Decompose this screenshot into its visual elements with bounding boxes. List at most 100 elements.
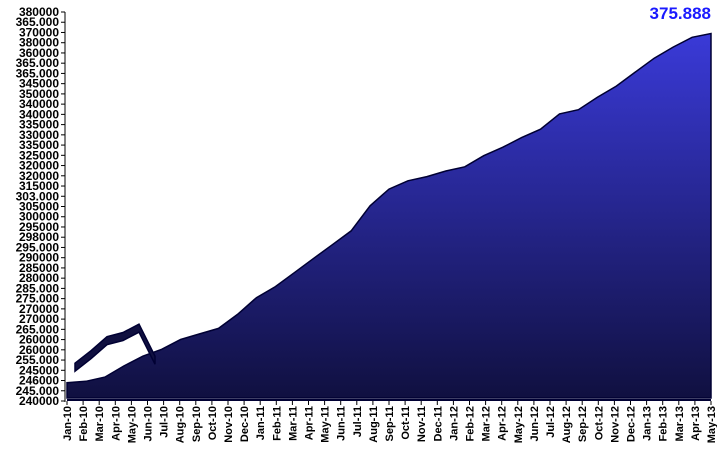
x-tick: Aug-10 bbox=[175, 401, 187, 443]
y-tick-label: 340000 bbox=[19, 107, 59, 121]
y-tick-label: 290000 bbox=[19, 251, 59, 265]
x-tick: Feb-13 bbox=[658, 401, 670, 441]
x-tick-label: May-12 bbox=[513, 406, 525, 443]
y-tick-label: 295.000 bbox=[16, 240, 60, 254]
y-tick: 285.000 bbox=[16, 281, 65, 295]
y-tick: 265.000 bbox=[16, 322, 65, 336]
x-tick: May-11 bbox=[320, 401, 332, 443]
x-tick-label: May-10 bbox=[126, 406, 138, 443]
x-tick-label: Aug-11 bbox=[368, 406, 380, 443]
y-tick-label: 330000 bbox=[19, 128, 59, 142]
y-tick-label: 270000 bbox=[19, 302, 59, 316]
y-tick: 330000 bbox=[19, 128, 65, 142]
x-tick-label: Jul-11 bbox=[352, 406, 364, 437]
x-tick: Aug-11 bbox=[368, 401, 380, 443]
x-tick-label: Apr-10 bbox=[110, 406, 122, 441]
y-tick-label: 350000 bbox=[19, 87, 59, 101]
x-tick-label: Oct-12 bbox=[593, 406, 605, 440]
x-tick-label: Jan-12 bbox=[448, 406, 460, 441]
y-tick-label: 298000 bbox=[19, 230, 59, 244]
y-tick: 340000 bbox=[19, 97, 65, 111]
area-series-main bbox=[66, 32, 712, 399]
y-tick-label: 380000 bbox=[19, 5, 59, 19]
x-tick-label: Jun-10 bbox=[143, 406, 155, 441]
y-tick-label: 265.000 bbox=[16, 322, 60, 336]
x-tick-label: Aug-12 bbox=[561, 406, 573, 443]
y-tick-label: 320000 bbox=[19, 159, 59, 173]
y-tick: 380000 bbox=[19, 36, 65, 50]
y-tick: 240000 bbox=[19, 394, 65, 408]
x-tick-label: Feb-13 bbox=[658, 406, 670, 441]
y-tick-label: 246000 bbox=[19, 374, 59, 388]
y-tick: 285000 bbox=[19, 261, 65, 275]
x-tick-label: Nov-12 bbox=[609, 406, 621, 443]
y-tick: 340000 bbox=[19, 107, 65, 121]
y-tick: 320000 bbox=[19, 159, 65, 173]
y-tick-label: 280000 bbox=[19, 271, 59, 285]
x-tick-label: Jan-10 bbox=[62, 406, 74, 441]
y-tick-label: 295000 bbox=[19, 220, 59, 234]
x-tick: Jul-11 bbox=[352, 401, 364, 437]
y-tick: 365.000 bbox=[16, 15, 65, 29]
x-tick: Nov-11 bbox=[416, 401, 428, 442]
x-tick: Oct-12 bbox=[593, 401, 605, 440]
x-tick: Jul-12 bbox=[545, 401, 557, 438]
x-tick: Nov-12 bbox=[609, 401, 621, 443]
x-tick-label: Jan-13 bbox=[642, 406, 654, 441]
x-tick: Feb-12 bbox=[465, 401, 477, 441]
x-tick-label: Apr-13 bbox=[690, 406, 702, 441]
x-tick-label: May-13 bbox=[706, 406, 717, 443]
x-tick-label: Dec-12 bbox=[626, 406, 638, 442]
y-tick: 365.000 bbox=[16, 66, 65, 80]
y-tick-label: 245000 bbox=[19, 363, 59, 377]
x-tick: Jan-12 bbox=[448, 401, 460, 441]
y-tick-label: 260000 bbox=[19, 343, 59, 357]
y-tick: 335000 bbox=[19, 138, 65, 152]
x-tick: May-13 bbox=[706, 401, 717, 443]
y-tick: 275.000 bbox=[16, 292, 65, 306]
x-tick: Apr-12 bbox=[497, 401, 509, 441]
y-tick-label: 365.000 bbox=[16, 66, 60, 80]
x-tick-label: Oct-10 bbox=[207, 406, 219, 440]
x-tick-label: Sep-12 bbox=[577, 406, 589, 442]
y-tick-label: 270000 bbox=[19, 312, 59, 326]
y-tick-label: 345000 bbox=[19, 77, 59, 91]
y-tick: 290000 bbox=[19, 251, 65, 265]
y-tick-label: 365.000 bbox=[16, 56, 60, 70]
x-tick: Sep-11 bbox=[384, 401, 396, 441]
y-tick: 320000 bbox=[19, 169, 65, 183]
plot-area bbox=[66, 32, 712, 401]
y-tick-label: 275.000 bbox=[16, 292, 60, 306]
y-tick: 305000 bbox=[19, 200, 65, 214]
x-tick-label: Mar-10 bbox=[94, 406, 106, 441]
x-tick-label: Dec-10 bbox=[239, 406, 251, 442]
y-tick-label: 370000 bbox=[19, 25, 59, 39]
x-tick-label: Nov-11 bbox=[416, 406, 428, 442]
y-tick: 345000 bbox=[19, 77, 65, 91]
x-tick: Jan-11 bbox=[255, 401, 267, 440]
y-tick: 295.000 bbox=[16, 240, 65, 254]
area-series-early bbox=[74, 323, 156, 373]
x-tick: Feb-10 bbox=[78, 401, 90, 441]
y-tick-label: 260000 bbox=[19, 333, 59, 347]
y-tick-label: 285000 bbox=[19, 261, 59, 275]
y-tick-label: 365.000 bbox=[16, 15, 60, 29]
x-tick: Mar-13 bbox=[674, 401, 686, 441]
x-tick: Jun-10 bbox=[143, 401, 155, 441]
y-tick: 303.000 bbox=[16, 189, 65, 203]
x-tick-label: Jun-11 bbox=[336, 406, 348, 441]
x-tick-label: Jul-10 bbox=[159, 406, 171, 438]
y-axis: 380000365.000370000380000360000365.00036… bbox=[16, 5, 66, 408]
y-tick-label: 335000 bbox=[19, 138, 59, 152]
x-tick-label: Feb-12 bbox=[465, 406, 477, 441]
y-tick: 260000 bbox=[19, 343, 65, 357]
y-tick: 370000 bbox=[19, 25, 65, 39]
x-axis: Jan-10 Feb-10 Mar-10 Apr-10 May-10 Jun-10 Jul-… bbox=[62, 401, 717, 443]
x-tick: Jun-12 bbox=[529, 401, 541, 441]
y-tick: 270000 bbox=[19, 302, 65, 316]
y-tick: 295000 bbox=[19, 220, 65, 234]
y-tick: 325000 bbox=[19, 148, 65, 162]
x-tick: Jun-11 bbox=[336, 401, 348, 441]
y-tick: 380000 bbox=[19, 5, 65, 19]
x-tick: Apr-10 bbox=[110, 401, 122, 441]
